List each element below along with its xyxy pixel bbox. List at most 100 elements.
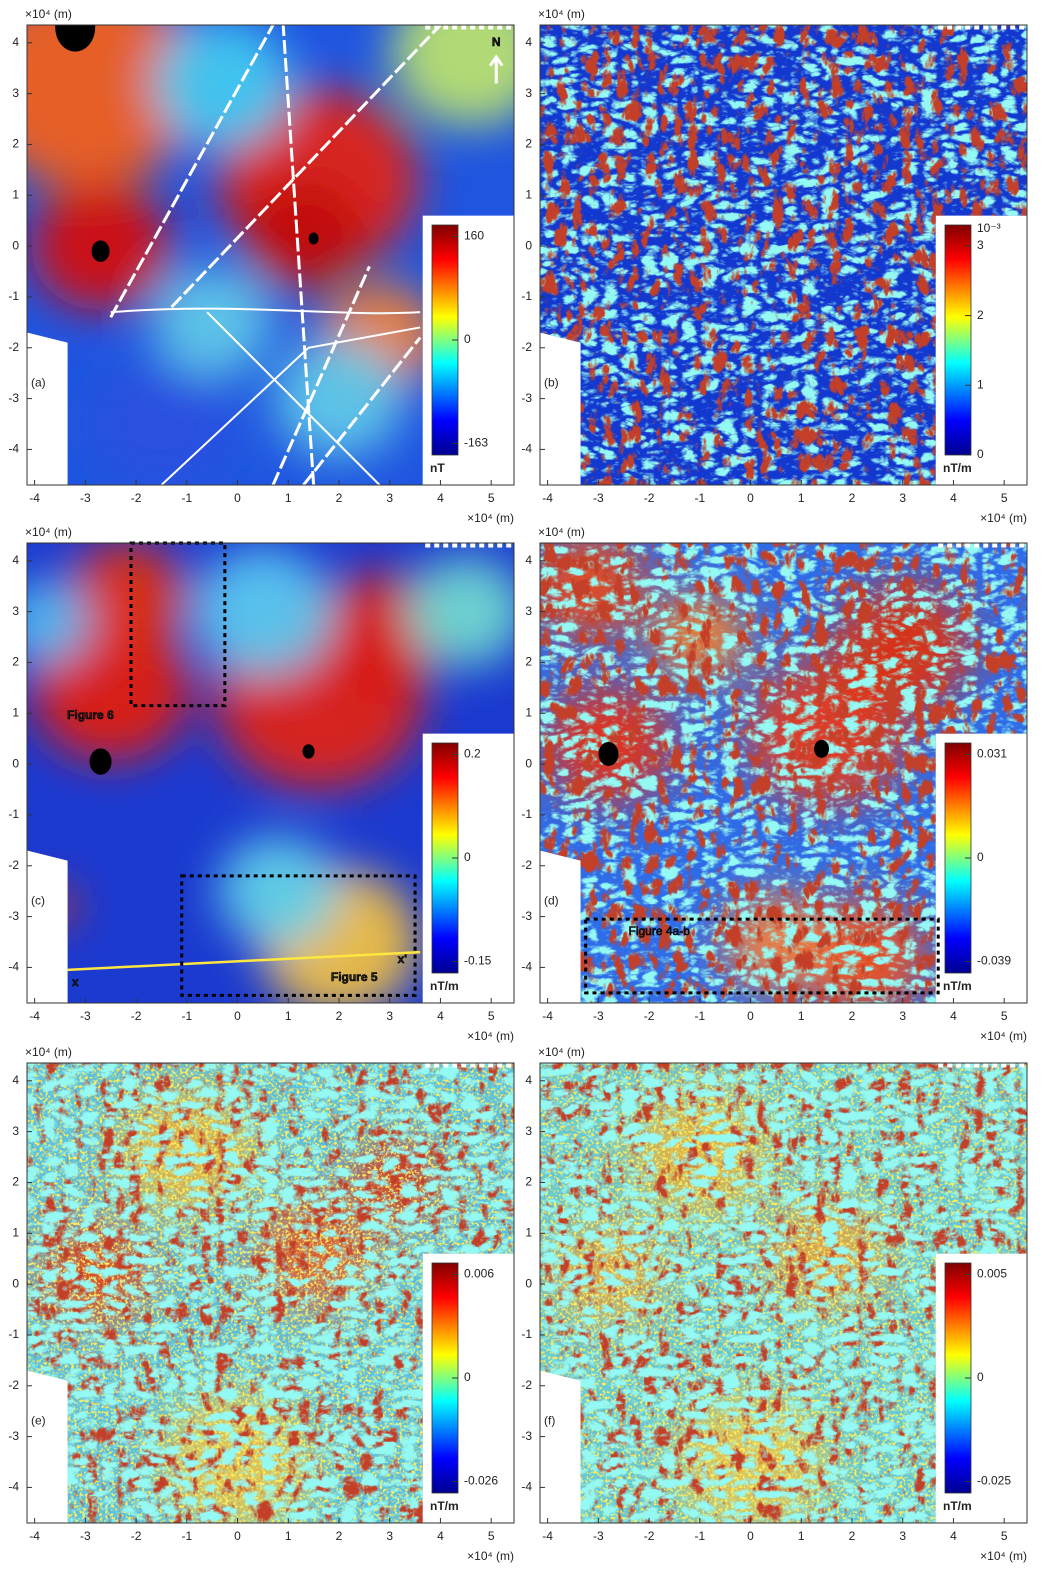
map-dark [55,25,96,52]
colorbar-tick-label: 0 [464,1370,471,1384]
y-tick-label: 4 [12,553,19,567]
flight-line [302,336,422,485]
y-tick-label: 1 [12,187,19,201]
y-tick-label: -2 [521,858,532,872]
x-tick-label: 5 [1001,1009,1008,1023]
y-tick-label: 1 [525,187,532,201]
colorbar-tick-label: 3 [977,238,984,252]
axis-label: ×10⁴ (m) [467,1549,514,1563]
panel: -4 -3 -2 -1 0 1 2 3 4 5 -4 -3 -2 -1 0 1 2 3 4 ×10⁴ (m) ×10⁴ … [521,525,1028,1043]
colorbar-tick-label: 0 [977,447,984,461]
flight-line [271,265,371,485]
y-tick-label: 3 [12,1124,19,1138]
x-tick-label: -3 [80,1009,91,1023]
y-tick-label: 3 [525,1124,532,1138]
x-tick-label: 4 [950,1009,957,1023]
y-tick-label: -2 [8,1378,19,1392]
axis-label: ×10⁴ (m) [980,1029,1027,1043]
map-image [540,1063,1027,1523]
x-tick-label: 5 [488,491,495,505]
x-tick-label: 3 [899,1009,906,1023]
map-dark [308,232,319,245]
x-tick-label: -2 [644,1009,655,1023]
x-tick-label: -4 [29,1529,40,1543]
flight-line [170,25,442,309]
panel: -4 -3 -2 -1 0 1 2 3 4 5 -4 -3 -2 -1 0 1 2 3 4 ×10⁴ (m) ×10⁴ … [8,1045,515,1563]
colorbar-tick-label: 0.031 [977,747,1007,761]
y-tick-label: -1 [8,807,19,821]
colorbar-tick-label: 0 [464,850,471,864]
y-tick-label: -3 [521,1429,532,1443]
y-tick-label: 4 [525,553,532,567]
plot-frame [26,542,515,1004]
x-tick-label: 3 [899,491,906,505]
y-tick-label: 0 [12,756,19,770]
y-tick-label: 3 [525,604,532,618]
x-tick-label: 1 [798,1009,805,1023]
colorbar-tick-label: 0 [977,850,984,864]
x-tick-label: -4 [29,491,40,505]
axis-label: ×10⁴ (m) [980,511,1027,525]
panel: -4 -3 -2 -1 0 1 2 3 4 5 -4 -3 -2 -1 0 1 2 3 4 ×10⁴ (m) ×10⁴ … [8,7,515,525]
y-tick-label: -4 [8,442,19,456]
x-tick-label: -3 [80,1529,91,1543]
axis-label: ×10⁴ (m) [980,1549,1027,1563]
colorbar-tick-label: 160 [464,229,484,243]
x-tick-label: 1 [798,1529,805,1543]
colorbar-tick-label: 0 [977,1370,984,1384]
map-blob [218,835,339,947]
x-tick-label: 0 [747,1009,754,1023]
y-tick-label: -1 [8,289,19,303]
map-blobs [27,543,514,1003]
x-tick-label: -4 [542,491,553,505]
x-tick-label: -2 [131,1529,142,1543]
map-blob [405,556,514,667]
y-tick-label: -3 [8,391,19,405]
x-tick-label: -2 [644,1529,655,1543]
x-tick-label: 5 [1001,1529,1008,1543]
annotation: N [492,35,501,49]
y-tick-label: 0 [525,1276,532,1290]
colorbar-exponent: 10⁻³ [977,221,1001,235]
y-tick-label: -2 [8,340,19,354]
x-tick-label: 0 [747,491,754,505]
flight-line [110,307,421,485]
annotation: Figure 4a-b [629,924,691,938]
x-tick-label: 2 [336,491,343,505]
y-tick-label: -2 [521,1378,532,1392]
annotation: x [72,975,79,989]
map-blob [243,180,364,292]
x-tick-label: -2 [644,491,655,505]
colorbar-unit: nT/m [430,979,459,993]
y-tick-label: -4 [521,1480,532,1494]
colorbar-unit: nT/m [430,1499,459,1513]
map-blob [27,25,201,190]
map-dark [598,741,619,766]
x-tick-label: 2 [336,1529,343,1543]
x-tick-label: 4 [437,1009,444,1023]
y-tick-label: 2 [12,1175,19,1189]
x-tick-label: 3 [899,1529,906,1543]
y-tick-label: -1 [521,807,532,821]
x-tick-label: -3 [593,1009,604,1023]
y-tick-label: 0 [12,238,19,252]
x-tick-label: 2 [849,1529,856,1543]
map-dark [91,240,110,262]
y-tick-label: -3 [521,909,532,923]
y-tick-label: 4 [525,1073,532,1087]
plot-frame [539,542,1028,1004]
y-tick-label: 2 [525,1175,532,1189]
map-blob [96,364,227,484]
axis-label: ×10⁴ (m) [25,7,72,21]
x-tick-label: -1 [694,1009,705,1023]
plot-frame [539,1062,1028,1524]
x-tick-label: 2 [336,1009,343,1023]
y-tick-label: -4 [521,960,532,974]
flight-line [281,25,316,485]
map-dark [302,744,315,759]
plot-frame [539,24,1028,486]
x-tick-label: 3 [386,1529,393,1543]
x-tick-label: 5 [488,1529,495,1543]
x-tick-label: 4 [950,491,957,505]
y-tick-label: 4 [525,35,532,49]
